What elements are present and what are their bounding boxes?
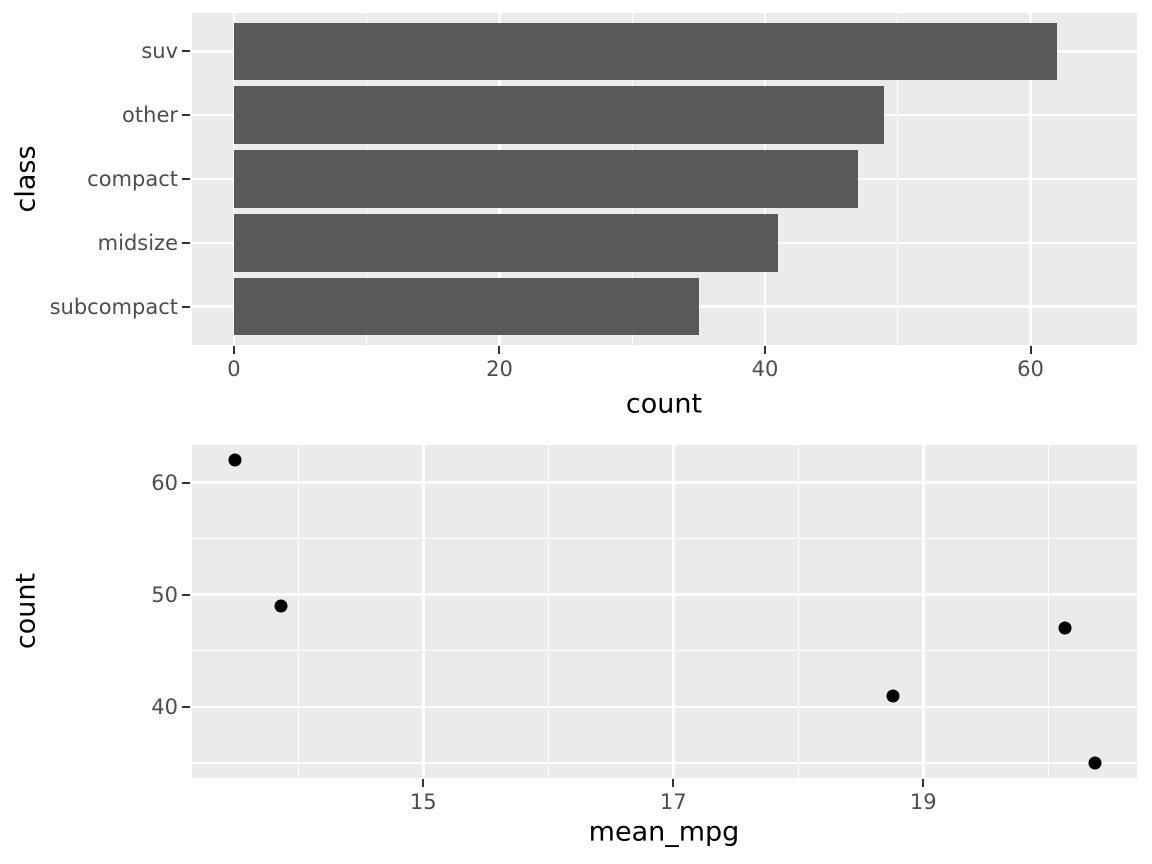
- scatter-chart-x-axis-title: mean_mpg: [588, 816, 740, 848]
- bar-chart-x-axis-title: count: [625, 388, 703, 420]
- point-subcompact: [1088, 756, 1101, 770]
- bar-compact: [233, 150, 858, 208]
- y-tick-label-compact: compact: [87, 167, 178, 191]
- x-tick-label-19: 19: [909, 790, 937, 814]
- gridline-major-horizontal: [192, 705, 1137, 709]
- y-tick-label-50: 50: [151, 582, 178, 607]
- y-tick-label-40: 40: [151, 694, 178, 719]
- y-tick-suv: [182, 50, 190, 53]
- x-tick-60: [1029, 346, 1032, 354]
- point-midsize: [886, 689, 900, 703]
- x-tick-20: [498, 346, 501, 354]
- x-tick-label-0: 0: [227, 357, 241, 381]
- y-tick-60: [182, 481, 190, 484]
- bar-other: [233, 86, 885, 144]
- point-suv: [228, 453, 241, 467]
- x-tick-0: [232, 346, 235, 354]
- x-tick-15: [422, 779, 425, 787]
- x-tick-label-60: 60: [1017, 357, 1044, 381]
- x-tick-label-15: 15: [409, 790, 437, 814]
- scatter-chart-count-vs-mean-mpg: mean_mpg count 40 50 60 15 17 19: [0, 432, 1152, 864]
- bar-suv: [233, 22, 1058, 81]
- gridline-minor-vertical: [547, 445, 549, 778]
- y-tick-subcompact: [182, 305, 190, 308]
- x-tick-19: [922, 779, 925, 787]
- y-tick-label-midsize: midsize: [97, 230, 178, 255]
- gridline-minor-vertical: [1047, 445, 1049, 778]
- y-tick-label-suv: suv: [141, 39, 178, 64]
- y-tick-50: [182, 593, 190, 596]
- x-tick-label-20: 20: [486, 357, 513, 381]
- y-tick-compact: [182, 178, 190, 180]
- y-tick-40: [182, 705, 190, 708]
- gridline-major-vertical: [672, 445, 675, 778]
- x-tick-17: [672, 779, 675, 787]
- bar-chart-count-by-class: count class suv other compact midsize subcom…: [11, 13, 1137, 420]
- gridline-minor-vertical: [297, 445, 299, 778]
- gridline-minor-vertical: [797, 445, 799, 778]
- x-tick-label-40: 40: [751, 357, 779, 381]
- y-tick-midsize: [182, 241, 190, 244]
- gridline-minor-horizontal: [192, 650, 1137, 652]
- gridline-major-horizontal: [192, 593, 1137, 596]
- y-tick-label-other: other: [122, 103, 178, 128]
- gridline-major-horizontal: [192, 481, 1137, 484]
- bar-subcompact: [233, 277, 699, 336]
- x-tick-40: [764, 346, 766, 354]
- point-other: [274, 599, 288, 613]
- plot-panel: [192, 445, 1137, 778]
- gridline-major-vertical: [422, 445, 425, 778]
- point-compact: [1058, 621, 1071, 635]
- gridline-minor-horizontal: [192, 762, 1137, 764]
- x-tick-label-17: 17: [659, 790, 687, 814]
- gridline-minor-horizontal: [192, 537, 1137, 540]
- bar-midsize: [233, 214, 779, 272]
- gridline-major-vertical: [922, 445, 925, 778]
- y-tick-label-60: 60: [151, 470, 178, 495]
- y-tick-label-subcompact: subcompact: [49, 294, 178, 319]
- y-tick-other: [182, 114, 190, 117]
